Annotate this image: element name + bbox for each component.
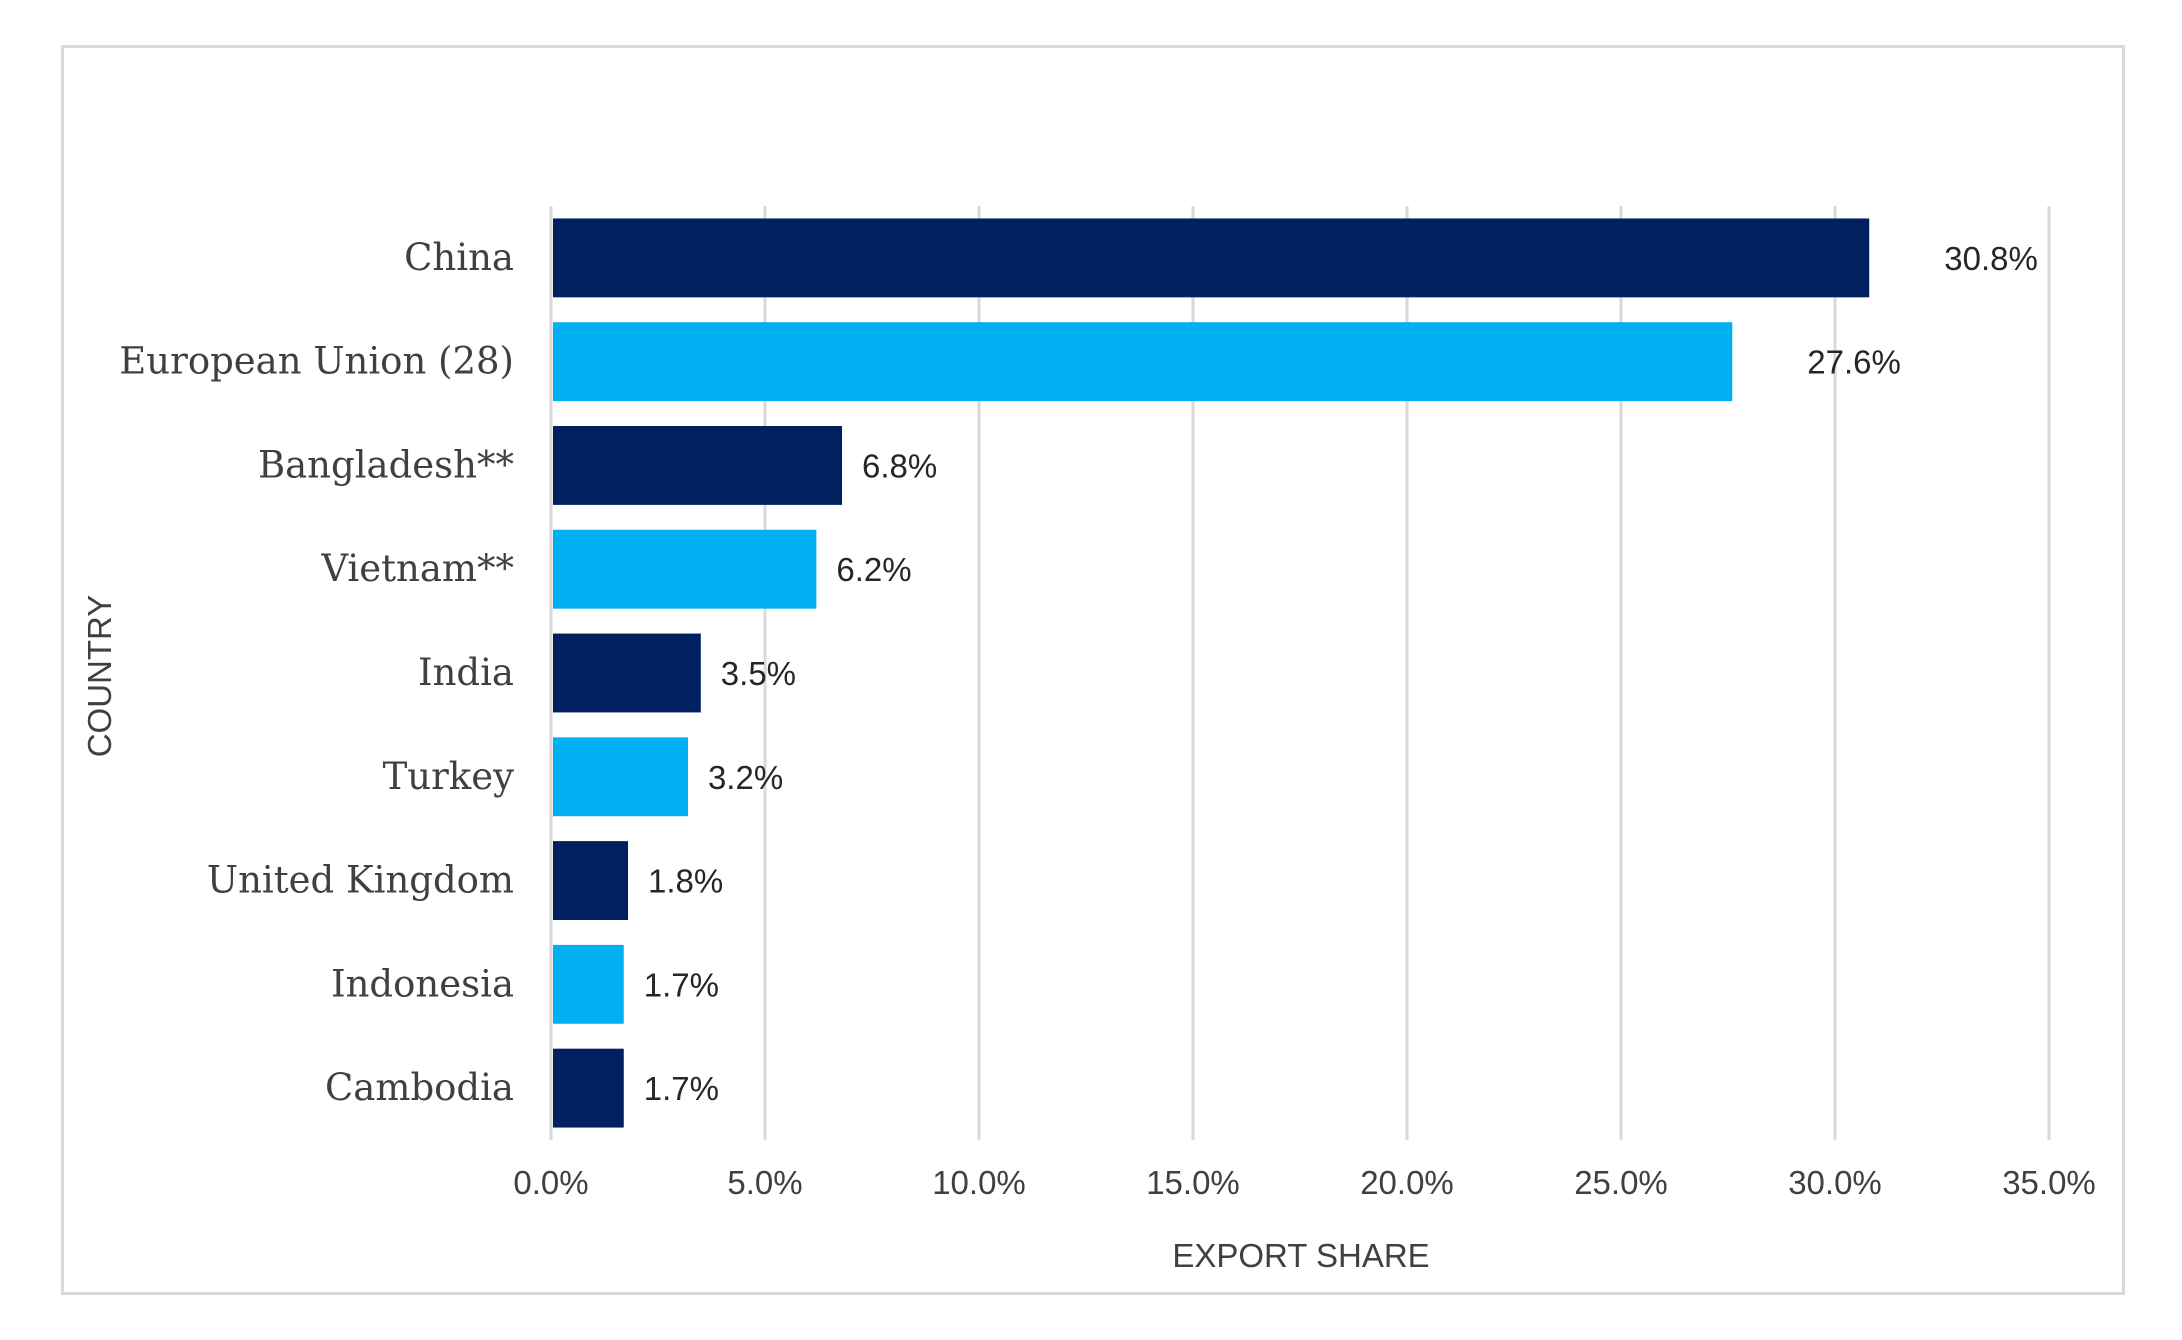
x-tick-label: 10.0% (932, 1164, 1026, 1201)
category-label: Vietnam** (320, 547, 514, 590)
data-label: 6.8% (862, 447, 937, 484)
bar (553, 322, 1733, 402)
data-label: 6.2% (836, 551, 911, 588)
x-tick-label: 0.0% (513, 1164, 588, 1201)
bar (553, 529, 817, 609)
category-label: Bangladesh** (258, 443, 514, 486)
x-tick-label: 35.0% (2002, 1164, 2096, 1201)
bar (553, 218, 1870, 298)
x-tick-label: 15.0% (1146, 1164, 1240, 1201)
x-axis-title: EXPORT SHARE (1172, 1237, 1429, 1274)
x-tick-label: 5.0% (727, 1164, 802, 1201)
data-label: 3.5% (721, 655, 796, 692)
category-label: European Union (28) (119, 340, 514, 383)
bar (553, 737, 688, 817)
bar (553, 841, 629, 920)
category-label: Indonesia (331, 962, 514, 1005)
bar (553, 1048, 624, 1128)
data-label: 27.6% (1807, 344, 1901, 381)
category-label: Cambodia (325, 1066, 514, 1109)
category-label: China (404, 236, 514, 279)
bars (553, 218, 1870, 1128)
bar (553, 944, 624, 1024)
category-label: United Kingdom (207, 859, 514, 902)
bar (553, 426, 843, 505)
data-label: 1.7% (644, 966, 719, 1003)
x-tick-label: 20.0% (1360, 1164, 1454, 1201)
data-label: 3.2% (708, 759, 783, 796)
y-axis-title: COUNTRY (81, 595, 118, 758)
chart-frame (61, 45, 2125, 1295)
category-label: Turkey (383, 755, 515, 798)
x-tick-label: 30.0% (1788, 1164, 1882, 1201)
data-label: 1.7% (644, 1070, 719, 1107)
x-tick-label: 25.0% (1574, 1164, 1668, 1201)
labels: 0.0% 5.0% 10.0% 15.0% 20.0% 25.0% 30.0% 35.0% Ch… (119, 236, 2095, 1201)
bar (553, 633, 701, 713)
data-label: 1.8% (648, 863, 723, 900)
category-label: India (418, 651, 514, 694)
data-label: 30.8% (1944, 240, 2038, 277)
